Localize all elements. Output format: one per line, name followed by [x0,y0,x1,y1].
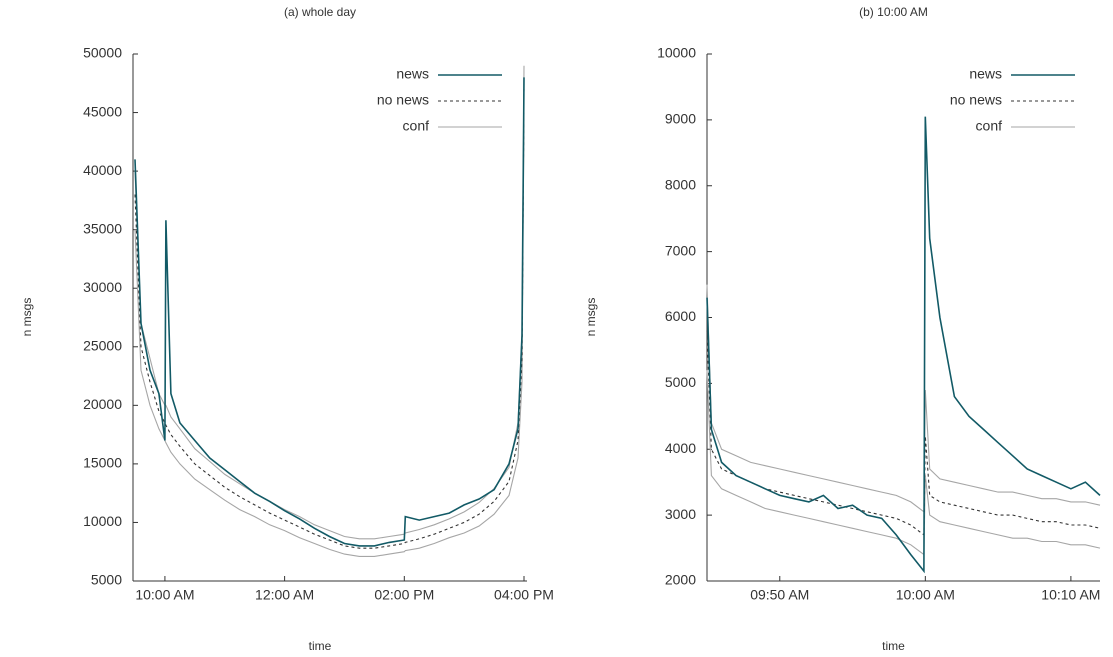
x-axis-title: time [309,639,332,653]
y-tick-label: 4000 [665,440,696,456]
y-tick-label: 5000 [91,572,122,588]
y-tick-label: 7000 [665,242,696,258]
legend-label: no news [950,92,1002,108]
y-tick-label: 2000 [665,572,696,588]
y-tick-label: 8000 [665,176,696,192]
y-axis-title: n msgs [20,298,34,337]
x-tick-label: 10:00 AM [896,587,955,603]
y-tick-label: 5000 [665,374,696,390]
y-tick-label: 40000 [83,162,122,178]
series-line [706,116,1101,574]
x-tick-label: 04:00 PM [494,587,554,603]
x-tick-label: 12:00 AM [255,587,314,603]
legend-label: news [969,66,1002,82]
series-line [706,370,1101,556]
x-tick-label: 09:50 AM [750,587,809,603]
y-tick-label: 45000 [83,103,122,119]
y-axis-title: n msgs [584,298,598,337]
series-line [134,77,525,547]
y-tick-label: 20000 [83,396,122,412]
y-tick-label: 6000 [665,308,696,324]
series-line [134,112,525,557]
y-tick-label: 3000 [665,506,696,522]
y-tick-label: 25000 [83,337,122,353]
legend-label: conf [976,118,1003,134]
x-axis-title: time [882,639,905,653]
panel-title: (a) whole day [284,5,356,19]
panel-title: (b) 10:00 AM [859,5,928,19]
y-tick-label: 9000 [665,111,696,127]
y-tick-label: 35000 [83,220,122,236]
legend-label: no news [377,92,429,108]
x-tick-label: 10:10 AM [1041,587,1100,603]
x-tick-label: 10:00 AM [135,587,194,603]
legend-label: news [396,66,429,82]
y-tick-label: 50000 [83,45,122,61]
y-tick-label: 10000 [657,45,696,61]
series-line [706,330,1101,536]
y-tick-label: 10000 [83,513,122,529]
series-line [134,65,525,540]
series-line [706,284,1101,513]
y-tick-label: 30000 [83,279,122,295]
x-tick-label: 02:00 PM [374,587,434,603]
y-tick-label: 15000 [83,455,122,471]
legend-label: conf [403,118,430,134]
series-line [134,89,525,549]
